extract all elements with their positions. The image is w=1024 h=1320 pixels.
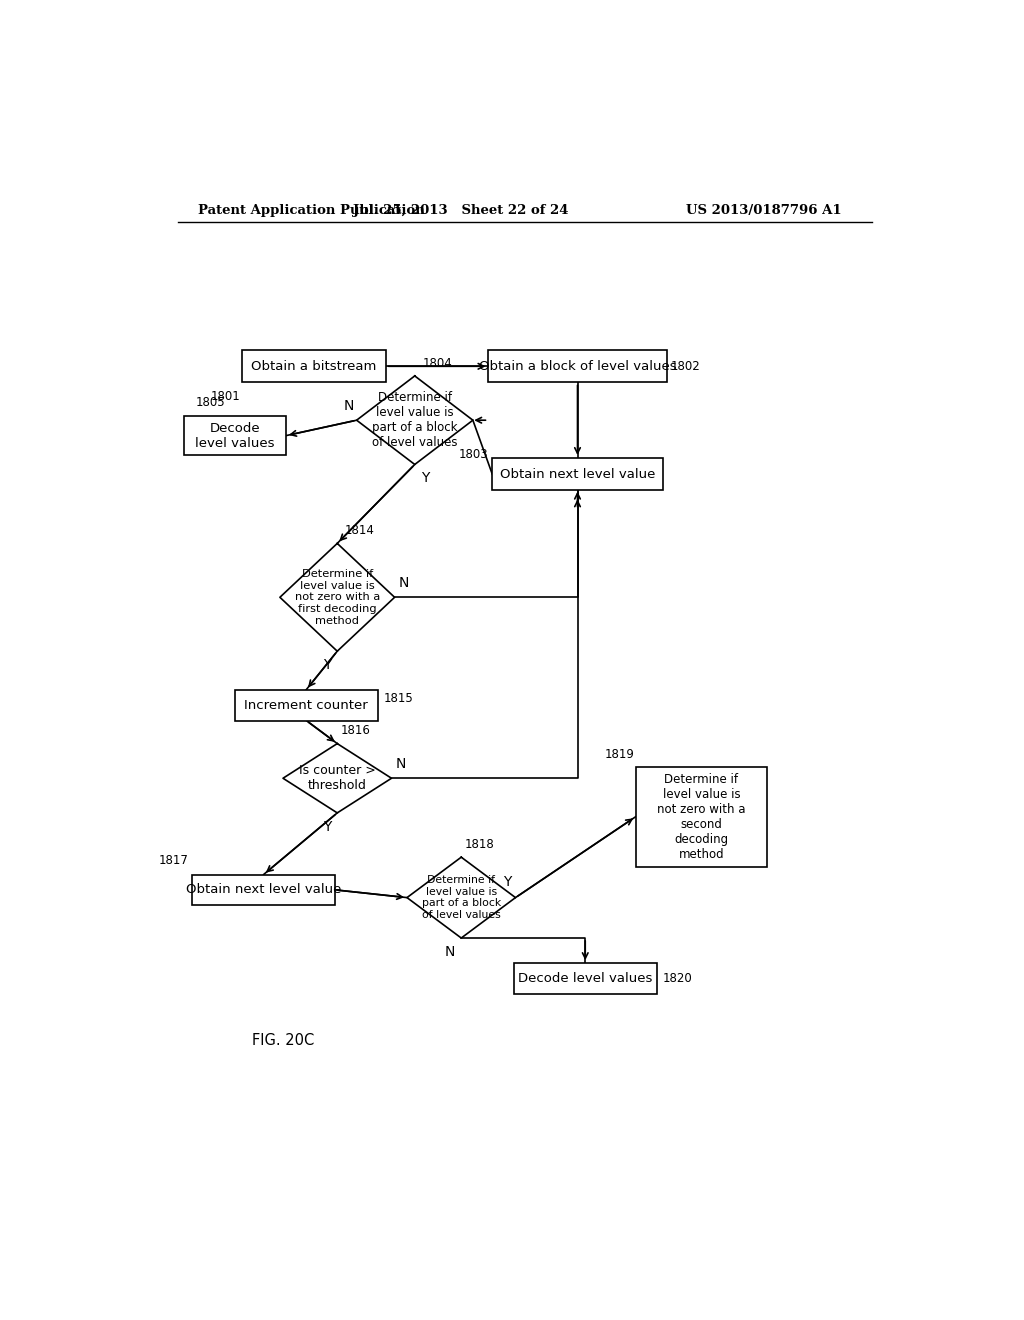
Text: Obtain a block of level values: Obtain a block of level values — [478, 360, 676, 372]
Text: 1816: 1816 — [341, 725, 371, 738]
Text: N: N — [344, 400, 354, 413]
Text: 1818: 1818 — [465, 838, 495, 851]
Text: Y: Y — [421, 471, 429, 486]
Text: Y: Y — [503, 875, 512, 890]
Text: Patent Application Publication: Patent Application Publication — [198, 205, 425, 218]
FancyBboxPatch shape — [191, 875, 335, 906]
Text: 1801: 1801 — [210, 391, 240, 403]
Text: Is counter >
threshold: Is counter > threshold — [299, 764, 376, 792]
Text: Decode
level values: Decode level values — [196, 421, 274, 450]
FancyBboxPatch shape — [636, 767, 767, 867]
FancyBboxPatch shape — [243, 350, 386, 383]
Text: US 2013/0187796 A1: US 2013/0187796 A1 — [686, 205, 842, 218]
Text: Obtain a bitstream: Obtain a bitstream — [251, 360, 377, 372]
Text: Determine if
level value is
part of a block
of level values: Determine if level value is part of a bl… — [372, 391, 458, 449]
Text: N: N — [444, 945, 455, 958]
Text: Decode level values: Decode level values — [518, 972, 652, 985]
Text: Determine if
level value is
part of a block
of level values: Determine if level value is part of a bl… — [422, 875, 501, 920]
FancyBboxPatch shape — [183, 416, 286, 455]
Text: 1815: 1815 — [384, 693, 414, 705]
Text: Y: Y — [323, 820, 331, 834]
Text: 1805: 1805 — [196, 396, 225, 409]
Text: 1820: 1820 — [664, 972, 693, 985]
Text: Increment counter: Increment counter — [245, 698, 368, 711]
Text: Determine if
level value is
not zero with a
second
decoding
method: Determine if level value is not zero wit… — [657, 772, 745, 861]
Text: N: N — [395, 758, 406, 771]
Text: Y: Y — [323, 659, 331, 672]
Text: 1802: 1802 — [671, 360, 700, 372]
Text: 1803: 1803 — [459, 449, 488, 462]
Text: Obtain next level value: Obtain next level value — [186, 883, 341, 896]
Text: Determine if
level value is
not zero with a
first decoding
method: Determine if level value is not zero wit… — [295, 569, 380, 626]
Text: 1819: 1819 — [604, 747, 635, 760]
Text: Obtain next level value: Obtain next level value — [500, 467, 655, 480]
Text: 1804: 1804 — [423, 356, 453, 370]
FancyBboxPatch shape — [493, 458, 663, 490]
Text: 1814: 1814 — [345, 524, 375, 537]
FancyBboxPatch shape — [488, 350, 667, 383]
Text: N: N — [398, 577, 409, 590]
FancyBboxPatch shape — [234, 689, 378, 721]
Text: 1817: 1817 — [158, 854, 188, 867]
FancyBboxPatch shape — [514, 964, 657, 994]
Text: Jul. 25, 2013   Sheet 22 of 24: Jul. 25, 2013 Sheet 22 of 24 — [353, 205, 569, 218]
Text: FIG. 20C: FIG. 20C — [252, 1032, 314, 1048]
